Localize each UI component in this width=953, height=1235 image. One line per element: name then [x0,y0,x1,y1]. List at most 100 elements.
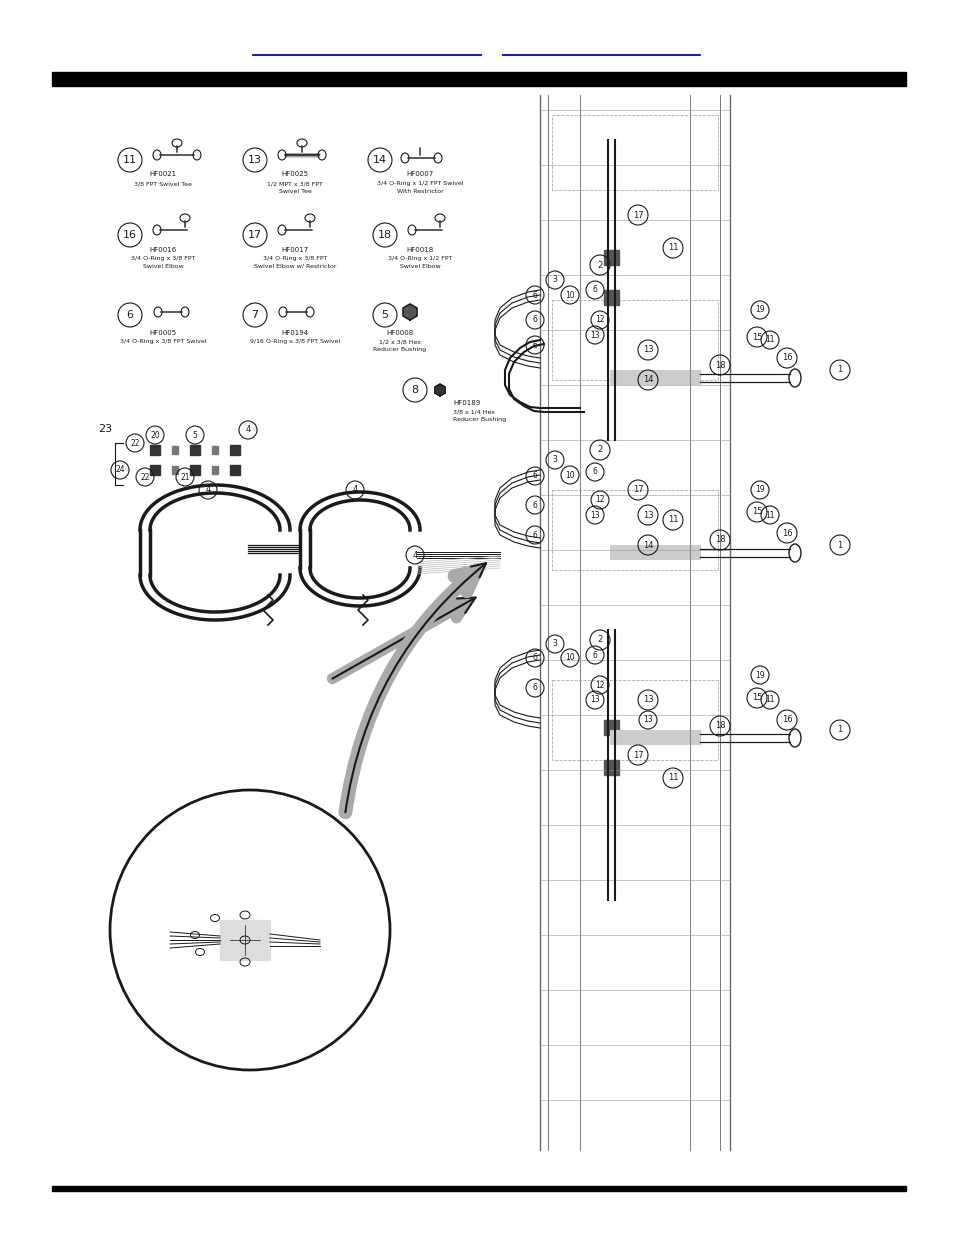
Bar [172,446,178,454]
Text: 15: 15 [751,694,761,703]
Text: 11: 11 [667,515,678,525]
Text: 18: 18 [714,721,724,730]
Text: 15: 15 [751,508,761,516]
Text: 11: 11 [764,336,774,345]
Text: 1: 1 [837,541,841,550]
Text: 6: 6 [532,500,537,510]
Text: 4: 4 [352,485,357,494]
Text: HF0021: HF0021 [150,170,176,177]
Text: 22: 22 [140,473,150,482]
Bar [52,1186,905,1191]
Bar [609,730,700,743]
Text: HF0005: HF0005 [150,330,176,336]
Bar [603,720,618,735]
Text: 11: 11 [764,695,774,704]
Text: 6: 6 [532,683,537,693]
Text: Swivel Elbow: Swivel Elbow [143,264,183,269]
Text: 1/2 MPT x 3/8 FPT: 1/2 MPT x 3/8 FPT [267,182,322,186]
Bar [552,115,718,190]
Text: 12: 12 [595,495,604,505]
Text: 23: 23 [98,424,112,433]
Text: 6: 6 [327,941,332,950]
Text: 7: 7 [252,310,258,320]
Bar [220,920,270,960]
Text: 6: 6 [182,935,187,945]
Text: 6: 6 [532,472,537,480]
Text: 19: 19 [755,485,764,494]
Bar [150,445,160,454]
Text: With Restrictor: With Restrictor [396,189,443,194]
Text: 17: 17 [632,485,642,494]
Text: 1/2 x 3/8 Hex: 1/2 x 3/8 Hex [378,338,420,345]
Text: 1: 1 [837,725,841,735]
Text: 19: 19 [755,671,764,679]
Text: 3/4 O-Ring x 1/2 FPT: 3/4 O-Ring x 1/2 FPT [388,256,452,261]
Text: 6: 6 [532,315,537,325]
Bar [212,466,218,474]
Text: 6: 6 [532,290,537,300]
Text: 3/4 O-Ring x 1/2 FPT Swivel: 3/4 O-Ring x 1/2 FPT Swivel [376,182,463,186]
Text: 3: 3 [552,456,557,464]
Text: 4: 4 [412,551,417,559]
Text: 6: 6 [237,1005,242,1014]
Text: 11: 11 [667,243,678,252]
Text: 5: 5 [381,310,388,320]
Text: 14: 14 [642,375,653,384]
Bar [190,445,200,454]
Text: 6: 6 [532,531,537,540]
Text: 11: 11 [764,510,774,520]
Bar [190,466,200,475]
Text: Swivel Elbow: Swivel Elbow [399,264,440,269]
Text: 13: 13 [248,156,262,165]
Text: 21: 21 [180,473,190,482]
Text: 11: 11 [667,773,678,783]
Circle shape [110,790,390,1070]
Bar [552,490,718,571]
Text: 10: 10 [564,290,575,300]
Text: 8: 8 [411,385,418,395]
Text: 6: 6 [127,310,133,320]
Text: 3/8 FPT Swivel Tee: 3/8 FPT Swivel Tee [134,182,192,186]
Bar [230,466,240,475]
Text: 16: 16 [781,715,792,725]
Text: 12: 12 [595,315,604,325]
Text: 22: 22 [131,438,139,447]
Text: 13: 13 [642,695,653,704]
Text: Swivel Tee: Swivel Tee [278,189,311,194]
Text: 9: 9 [297,866,302,874]
Bar [52,72,905,86]
Text: 16: 16 [781,529,792,537]
Text: 3/4 O-Ring x 3/8 FPT: 3/4 O-Ring x 3/8 FPT [131,256,195,261]
Bar [603,290,618,305]
Text: 6: 6 [228,976,233,984]
Text: HF0025: HF0025 [281,170,308,177]
Text: 1: 1 [837,366,841,374]
Text: 7: 7 [293,905,297,914]
Text: 18: 18 [377,230,392,240]
Text: 13: 13 [642,510,653,520]
Text: HF0189: HF0189 [453,400,479,406]
Text: 4: 4 [245,426,251,435]
Text: 2: 2 [597,261,602,269]
Text: 19: 19 [755,305,764,315]
Bar [150,466,160,475]
Bar [603,760,618,776]
Text: 3/4 O-Ring x 3/8 FPT: 3/4 O-Ring x 3/8 FPT [262,256,327,261]
Text: 2: 2 [597,446,602,454]
Text: Reducer Bushing: Reducer Bushing [373,347,426,352]
Text: 3: 3 [552,275,557,284]
Text: HF0017: HF0017 [281,247,309,253]
Text: 16: 16 [781,353,792,363]
Text: 14: 14 [373,156,387,165]
Text: 6: 6 [532,653,537,662]
Text: 4: 4 [205,485,211,494]
Text: 15: 15 [751,332,761,342]
Text: 3: 3 [552,640,557,648]
Text: HF0018: HF0018 [406,247,434,253]
Text: 2: 2 [597,636,602,645]
Text: 13: 13 [590,510,599,520]
Text: 6: 6 [532,341,537,350]
Text: HF0008: HF0008 [386,330,414,336]
Text: 10: 10 [564,653,575,662]
Text: 17: 17 [632,210,642,220]
